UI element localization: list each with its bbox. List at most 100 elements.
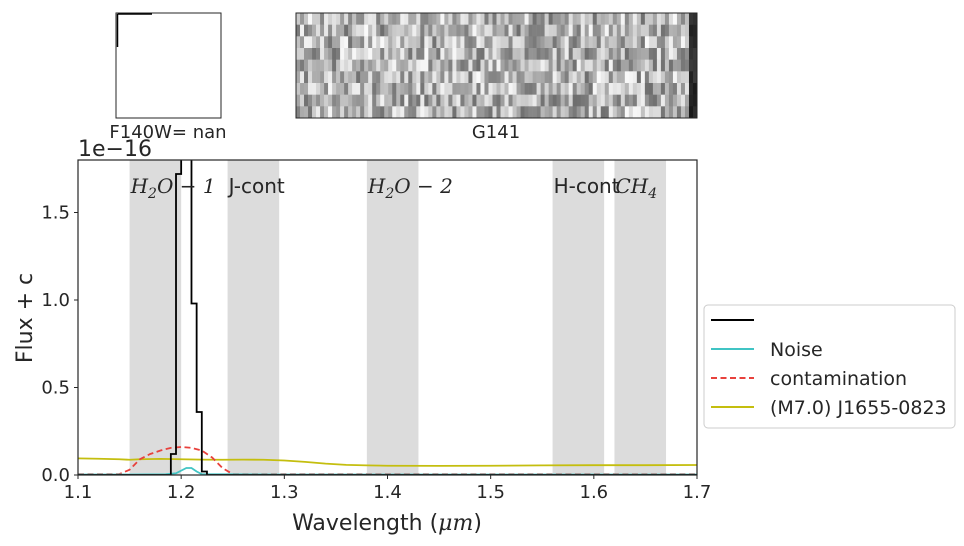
- spectrum2d-pixel: [416, 36, 421, 49]
- spectrum2d-pixel: [368, 94, 373, 107]
- spectrum2d-pixel: [688, 94, 694, 107]
- spectrum2d-pixel: [444, 59, 449, 72]
- spectrum2d-pixel: [380, 36, 385, 49]
- spectrum2d-pixel: [340, 13, 345, 25]
- x-axis-label-unit: μm: [438, 511, 473, 536]
- spectrum2d-pixel: [692, 13, 698, 25]
- spectrum2d-pixel: [564, 83, 569, 95]
- spectrum2d-pixel: [524, 94, 529, 107]
- spectrum2d-pixel: [676, 106, 682, 119]
- spectrum2d-pixel: [520, 36, 525, 49]
- spectrum2d-pixel: [520, 48, 525, 60]
- spectrum2d-pixel: [424, 106, 429, 119]
- spectrum2d-pixel: [636, 71, 642, 84]
- spectrum2d-pixel: [664, 13, 670, 25]
- spectrum2d-pixel: [336, 13, 341, 25]
- spectrum2d-pixel: [492, 106, 497, 119]
- spectrum2d-pixel: [336, 106, 341, 119]
- spectrum2d-pixel: [496, 59, 501, 72]
- spectrum2d-pixel: [316, 94, 321, 107]
- spectrum2d-pixel: [476, 36, 481, 49]
- spectrum2d-pixel: [524, 83, 529, 95]
- spectrum2d-pixel: [508, 24, 513, 37]
- spectrum2d-pixel: [436, 36, 441, 49]
- spectrum2d-pixel: [516, 48, 521, 60]
- spectrum2d-pixel: [384, 24, 389, 37]
- band-label-rest: O − 1: [157, 174, 216, 198]
- spectrum2d-pixel: [404, 24, 409, 37]
- spectrum2d-pixel: [648, 36, 654, 49]
- spectrum2d-pixel: [600, 13, 606, 25]
- spectrum2d-pixel: [644, 71, 650, 84]
- spectrum2d-pixel: [424, 13, 429, 25]
- spectrum2d-pixel: [308, 59, 313, 72]
- spectrum2d-pixel: [516, 71, 521, 84]
- spectrum2d-pixel: [472, 59, 477, 72]
- spectrum2d-pixel: [496, 13, 501, 25]
- spectrum2d-pixel: [560, 36, 565, 49]
- spectrum2d-pixel: [524, 59, 529, 72]
- spectrum2d-pixel: [336, 71, 341, 84]
- spectrum2d-pixel: [304, 48, 309, 60]
- spectrum2d-pixel: [500, 24, 505, 37]
- spectrum2d-pixel: [508, 59, 513, 72]
- spectrum2d-pixel: [640, 59, 646, 72]
- spectrum2d-pixel: [324, 36, 329, 49]
- spectrum2d-pixel: [488, 13, 493, 25]
- spectrum2d-pixel: [600, 59, 606, 72]
- spectrum2d-pixel: [332, 83, 337, 95]
- spectrum2d-pixel: [332, 59, 337, 72]
- spectrum2d-pixel: [296, 59, 301, 72]
- spectrum2d-pixel: [604, 83, 610, 95]
- spectrum2d-pixel: [544, 59, 549, 72]
- spectrum2d-pixel: [344, 83, 349, 95]
- spectrum2d-pixel: [396, 36, 401, 49]
- spectrum2d-pixel: [456, 83, 461, 95]
- spectrum2d-pixel: [652, 106, 658, 119]
- spectrum2d-pixel: [356, 13, 361, 25]
- spectrum2d-pixel: [684, 106, 690, 119]
- spectrum2d-pixel: [508, 36, 513, 49]
- spectrum2d-pixel: [692, 106, 698, 119]
- spectrum2d-pixel: [340, 48, 345, 60]
- spectrum2d-pixel: [444, 71, 449, 84]
- spectrum2d-pixel: [540, 36, 545, 49]
- spectrum2d-pixel: [340, 83, 345, 95]
- spectrum2d-pixel: [556, 36, 561, 49]
- spectrum2d-pixel: [464, 83, 469, 95]
- legend-label-noise: Noise: [770, 339, 823, 361]
- spectrum2d-pixel: [400, 24, 405, 37]
- spectrum2d-pixel: [448, 71, 453, 84]
- spectrum2d-pixel: [308, 48, 313, 60]
- spectrum2d-pixel: [416, 83, 421, 95]
- spectrum2d-pixel: [384, 71, 389, 84]
- spectrum2d-pixel: [468, 48, 473, 60]
- spectrum2d-pixel: [436, 59, 441, 72]
- spectrum2d-pixel: [300, 59, 305, 72]
- spectrum2d-pixel: [520, 83, 525, 95]
- spectrum2d-pixel: [576, 106, 582, 119]
- spectrum2d-pixel: [612, 59, 618, 72]
- spectrum2d-pixel: [460, 48, 465, 60]
- spectrum2d-pixel: [676, 71, 682, 84]
- spectrum2d-pixel: [536, 71, 541, 84]
- spectrum2d-pixel: [308, 94, 313, 107]
- spectrum2d-pixel: [464, 24, 469, 37]
- spectrum2d-pixel: [348, 83, 353, 95]
- spectrum2d-pixel: [688, 71, 694, 84]
- spectrum2d-pixel: [588, 59, 594, 72]
- spectrum2d-pixel: [312, 106, 317, 119]
- spectrum2d-pixel: [644, 48, 650, 60]
- spectrum2d-pixel: [420, 13, 425, 25]
- spectrum2d-panel: G141: [295, 12, 698, 143]
- spectrum2d-pixel: [328, 36, 333, 49]
- spectrum2d-pixel: [436, 106, 441, 119]
- spectrum2d-pixel: [328, 83, 333, 95]
- spectrum2d-pixel: [564, 48, 569, 60]
- spectrum2d-pixel: [656, 83, 662, 95]
- spectrum2d-pixel: [376, 59, 381, 72]
- spectrum2d-pixel: [672, 48, 678, 60]
- spectrum2d-pixel: [540, 59, 545, 72]
- spectrum2d-pixel: [380, 24, 385, 37]
